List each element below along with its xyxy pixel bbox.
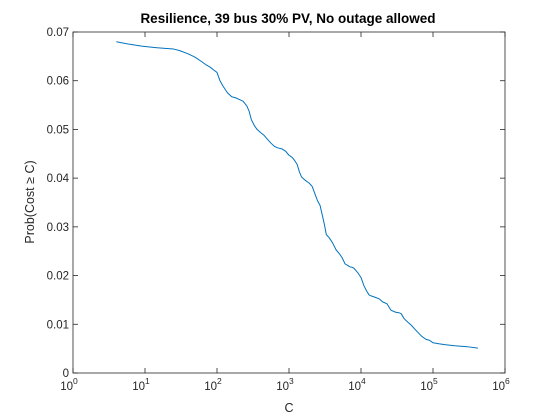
y-tick-label: 0: [63, 368, 69, 380]
x-tick-label: 105: [420, 376, 438, 393]
x-tick-label: 101: [132, 376, 150, 393]
x-axis-label: C: [284, 401, 293, 415]
y-tick-label: 0.06: [47, 76, 69, 88]
x-tick-label: 106: [492, 376, 510, 393]
y-tick-label: 0.07: [47, 27, 69, 39]
y-axis-ticks: 0 0.01 0.02 0.03 0.04 0.05 0.06 0.07: [47, 27, 505, 380]
y-axis-label: Prob(Cost ≥ C): [23, 160, 37, 243]
x-tick-label: 103: [276, 376, 294, 393]
y-tick-label: 0.01: [47, 319, 69, 331]
y-tick-label: 0.02: [47, 271, 69, 283]
y-tick-label: 0.05: [47, 124, 69, 136]
x-axis-ticks: 100 101 102 103 104 105 106: [60, 32, 510, 393]
x-tick-label: 102: [204, 376, 222, 393]
y-tick-label: 0.03: [47, 222, 69, 234]
plot-area: [73, 32, 505, 373]
series-line: [116, 41, 478, 349]
x-tick-label: 100: [60, 376, 78, 393]
chart-title: Resilience, 39 bus 30% PV, No outage all…: [140, 11, 435, 26]
y-tick-label: 0.04: [47, 173, 70, 185]
x-tick-label: 104: [348, 376, 366, 393]
axes-box: [72, 31, 506, 374]
series-layer: [116, 41, 478, 349]
